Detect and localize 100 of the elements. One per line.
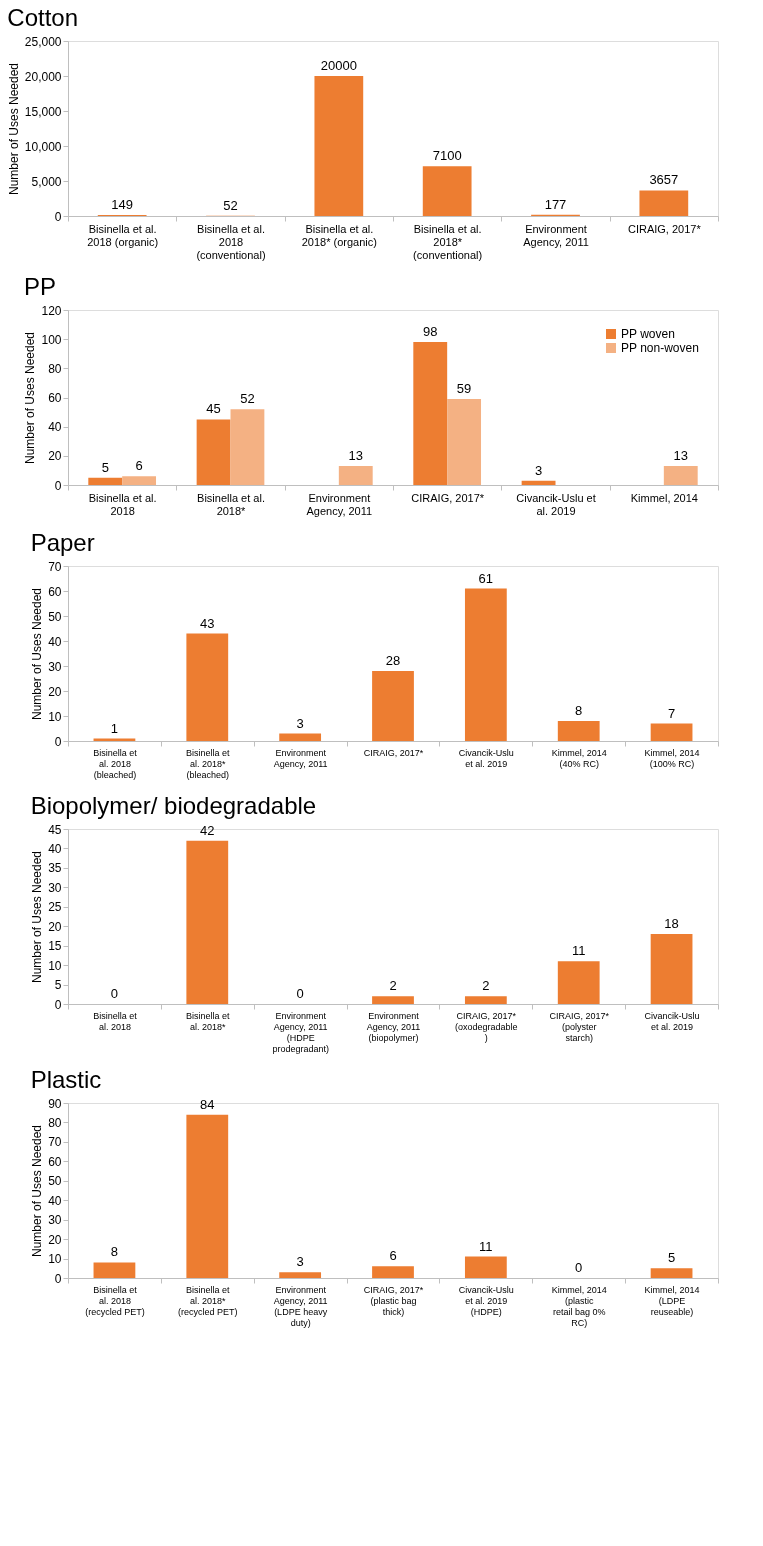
- y-tick-label: 10: [48, 1252, 62, 1267]
- data-label: 42: [200, 822, 215, 838]
- y-tick-label: 60: [48, 1154, 62, 1169]
- x-tick-label: Bisinella et al. 2018 (conventional): [196, 222, 266, 261]
- data-label: 7: [667, 705, 676, 721]
- y-tick-label: 70: [48, 1135, 62, 1150]
- x-tick-label: Bisinella et al. 2018* (bleached): [186, 747, 231, 780]
- y-tick-label: 50: [48, 609, 62, 624]
- x-tick-label: Bisinella et al. 2018 (recycled PET): [85, 1284, 145, 1317]
- y-tick-label: 0: [54, 734, 62, 749]
- bar: [650, 1268, 693, 1278]
- data-label: 6: [389, 1248, 397, 1264]
- data-label: 1: [110, 720, 119, 736]
- x-tick-label: Bisinella et al. 2018: [88, 491, 157, 517]
- x-tick-label: Environment Agency, 2011 (HDPE prodegradant): [272, 1010, 329, 1054]
- y-tick-label: 60: [48, 391, 62, 405]
- x-tick-label: Kimmel, 2014: [630, 491, 698, 504]
- data-label: 28: [385, 653, 401, 668]
- x-tick-label: Kimmel, 2014 (plastic retail bag 0% RC): [551, 1284, 607, 1328]
- x-tick-label: Bisinella et al. 2018: [93, 1010, 138, 1032]
- chart-title: Biopolymer/ biodegradable: [30, 792, 317, 819]
- x-tick-label: Civancik-Uslu et al. 2019: [644, 1010, 700, 1032]
- bar: [230, 409, 265, 485]
- x-tick-label: Bisinella et al. 2018* (organic): [301, 222, 377, 248]
- x-tick-label: Kimmel, 2014 (40% RC): [551, 747, 607, 769]
- data-label: 20000: [320, 58, 357, 73]
- y-tick-label: 20: [48, 919, 62, 934]
- y-tick-label: 5,000: [31, 174, 62, 189]
- bar: [372, 671, 414, 741]
- bar: [464, 1256, 507, 1278]
- x-tick-label: Kimmel, 2014 (100% RC): [644, 747, 700, 769]
- y-tick-label: 20: [48, 449, 62, 464]
- y-tick-label: 0: [54, 478, 62, 493]
- y-tick-label: 10: [48, 709, 62, 724]
- x-tick-label: Bisinella et al. 2018* (recycled PET): [178, 1284, 238, 1317]
- bar: [663, 466, 698, 485]
- y-tick-label: 0: [54, 1271, 62, 1286]
- chart-title: Paper: [30, 529, 95, 556]
- bar: [186, 633, 229, 741]
- bar: [557, 961, 600, 1004]
- chart-title: Plastic: [30, 1066, 102, 1093]
- y-axis-title: Number of Uses Needed: [6, 62, 21, 196]
- legend-label: PP woven: [621, 327, 675, 341]
- bar: [279, 733, 322, 741]
- y-tick-label: 40: [48, 420, 62, 435]
- x-tick-label: Civancik-Uslu et al. 2019 (HDPE): [458, 1284, 514, 1317]
- data-label: 3: [296, 715, 304, 731]
- bar: [279, 1272, 322, 1278]
- y-tick-label: 20: [48, 1232, 62, 1247]
- data-label: 8: [575, 703, 583, 718]
- data-label: 6: [135, 458, 143, 474]
- bar: [464, 996, 507, 1004]
- bar: [422, 166, 472, 216]
- data-label: 5: [667, 1250, 676, 1266]
- y-tick-label: 35: [48, 861, 62, 876]
- y-axis-title: Number of Uses Needed: [30, 850, 45, 984]
- x-tick-label: CIRAIG, 2017*: [411, 491, 485, 504]
- data-label: 177: [544, 196, 567, 212]
- x-tick-label: Environment Agency, 2011: [273, 747, 328, 769]
- bar: [338, 466, 373, 485]
- x-tick-label: CIRAIG, 2017* (plastic bag thick): [363, 1284, 424, 1317]
- bar: [639, 190, 689, 216]
- y-tick-label: 0: [54, 997, 62, 1012]
- data-label: 61: [478, 570, 494, 586]
- bar: [186, 840, 229, 1004]
- x-tick-label: Civancik-Uslu et al. 2019: [458, 747, 514, 769]
- data-label: 7100: [432, 148, 462, 164]
- bar: [372, 1266, 414, 1278]
- chart-title: PP: [23, 273, 56, 300]
- bar: [196, 419, 231, 485]
- y-tick-label: 40: [48, 1193, 62, 1208]
- bar: [650, 934, 693, 1004]
- y-tick-label: 20: [48, 684, 62, 699]
- y-axis-title: Number of Uses Needed: [23, 331, 38, 465]
- data-label: 3657: [649, 172, 679, 188]
- bar: [122, 476, 157, 485]
- bar: [372, 996, 414, 1004]
- data-label: 149: [111, 196, 134, 212]
- data-label: 13: [348, 448, 363, 464]
- y-tick-label: 40: [48, 634, 62, 649]
- y-tick-label: 5: [54, 978, 62, 993]
- data-label: 43: [200, 615, 215, 631]
- y-tick-label: 120: [41, 303, 62, 318]
- x-tick-label: CIRAIG, 2017*: [363, 747, 424, 758]
- data-label: 11: [479, 1238, 493, 1254]
- bar: [447, 398, 482, 485]
- y-tick-label: 25,000: [24, 34, 62, 49]
- data-label: 18: [664, 916, 679, 931]
- data-label: 8: [110, 1244, 119, 1260]
- x-tick-label: Bisinella et al. 2018*: [186, 1010, 231, 1032]
- bar: [186, 1114, 229, 1278]
- bar: [314, 76, 364, 216]
- data-label: 59: [456, 380, 472, 396]
- bar: [464, 588, 507, 741]
- x-tick-label: Environment Agency, 2011: [306, 491, 373, 517]
- data-label: 0: [110, 986, 119, 1001]
- bar: [521, 480, 556, 485]
- x-tick-label: Bisinella et al. 2018 (bleached): [93, 747, 138, 780]
- y-tick-label: 50: [48, 1174, 62, 1189]
- x-tick-label: Environment Agency, 2011: [523, 222, 589, 248]
